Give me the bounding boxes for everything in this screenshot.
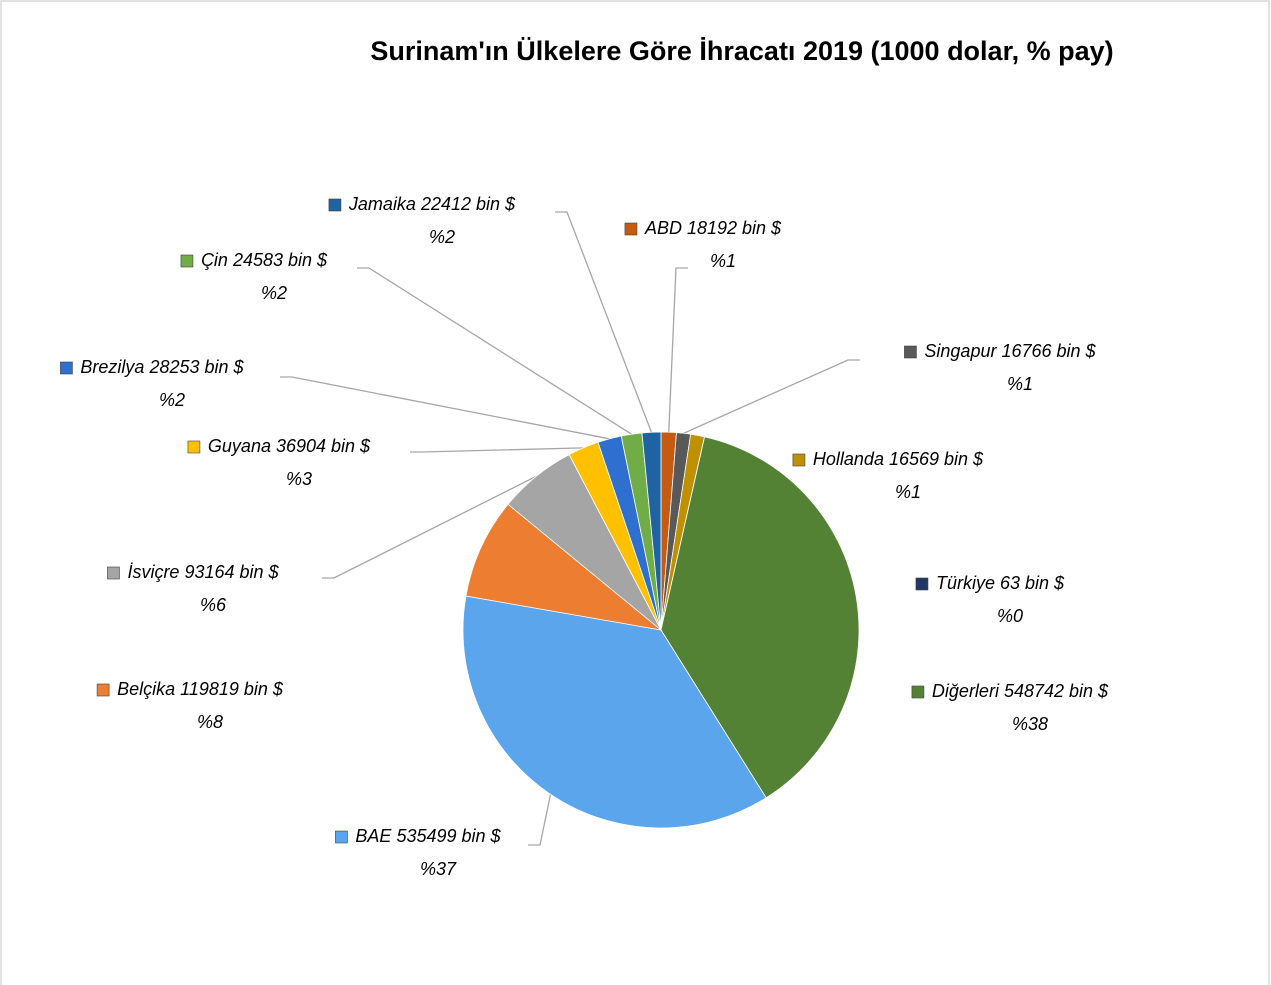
value-label: 18192 bin $ <box>687 218 782 238</box>
leader-line <box>668 267 688 433</box>
value-label: 548742 bin $ <box>1004 681 1109 701</box>
value-label: 93164 bin $ <box>184 562 279 582</box>
value-label: 16569 bin $ <box>889 449 984 469</box>
data-label: Belçika 119819 bin $ <box>117 679 284 699</box>
legend-swatch <box>915 577 929 591</box>
percent-label: %37 <box>420 859 457 879</box>
data-label: Hollanda 16569 bin $ <box>813 449 984 469</box>
percent-label: %1 <box>895 482 921 502</box>
leaders <box>280 211 860 846</box>
data-label: BAE 535499 bin $ <box>355 826 501 846</box>
pie-slice <box>660 436 860 799</box>
leader-line <box>555 211 653 433</box>
value-label: 63 bin $ <box>1000 573 1065 593</box>
legend-swatch <box>180 254 194 268</box>
data-label: Türkiye 63 bin $ <box>936 573 1065 593</box>
legend-swatch <box>328 198 342 212</box>
category-name: Singapur <box>924 341 997 361</box>
legend-swatch <box>107 566 120 580</box>
category-name: Hollanda <box>813 449 884 469</box>
category-name: Brezilya <box>80 357 144 377</box>
leader-line <box>410 447 584 453</box>
percent-label: %38 <box>1012 714 1048 734</box>
data-label: Çin 24583 bin $ <box>201 250 328 270</box>
legend-swatch <box>96 683 110 697</box>
value-label: 36904 bin $ <box>276 436 371 456</box>
leader-line <box>280 376 610 440</box>
legend-swatch <box>60 361 73 375</box>
category-name: Belçika <box>117 679 175 699</box>
value-label: 24583 bin $ <box>232 250 328 270</box>
percent-label: %6 <box>200 595 227 615</box>
percent-label: %1 <box>710 251 736 271</box>
leader-line <box>357 267 632 435</box>
legend-swatch <box>187 440 201 454</box>
pie-slice <box>462 595 767 829</box>
legend-swatch <box>904 345 917 359</box>
data-label: Guyana 36904 bin $ <box>208 436 371 456</box>
pie-slice <box>641 431 662 631</box>
pie-slice <box>465 503 663 631</box>
legend-swatch <box>792 453 806 467</box>
percent-label: %1 <box>1007 374 1033 394</box>
legend-swatch <box>911 685 925 699</box>
category-name: İsviçre <box>127 562 179 582</box>
percent-label: %2 <box>159 390 185 410</box>
value-label: 22412 bin $ <box>420 194 516 214</box>
leader-line <box>683 359 860 434</box>
category-name: Jamaika <box>348 194 416 214</box>
data-label: Jamaika 22412 bin $ <box>348 194 516 214</box>
category-name: ABD <box>644 218 682 238</box>
data-label: Singapur 16766 bin $ <box>924 341 1096 361</box>
leader-line <box>528 794 552 846</box>
value-label: 119819 bin $ <box>180 679 284 699</box>
legend-swatch <box>624 222 638 236</box>
value-label: 535499 bin $ <box>396 826 501 846</box>
legend-swatch <box>335 830 348 844</box>
category-name: Çin <box>201 250 228 270</box>
data-label: İsviçre 93164 bin $ <box>127 562 279 582</box>
percent-label: %0 <box>997 606 1023 626</box>
percent-label: %2 <box>261 283 287 303</box>
category-name: Diğerleri <box>932 681 1000 701</box>
chart-title: Surinam'ın Ülkelere Göre İhracatı 2019 (… <box>370 36 1113 66</box>
data-label: Diğerleri 548742 bin $ <box>932 681 1109 701</box>
data-label: ABD 18192 bin $ <box>644 218 782 238</box>
leader-line <box>322 475 537 579</box>
percent-label: %2 <box>429 227 455 247</box>
value-label: 16766 bin $ <box>1001 341 1096 361</box>
percent-label: %3 <box>286 469 312 489</box>
category-name: BAE <box>355 826 392 846</box>
data-label: Brezilya 28253 bin $ <box>80 357 244 377</box>
percent-label: %8 <box>197 712 223 732</box>
category-name: Guyana <box>208 436 271 456</box>
value-label: 28253 bin $ <box>148 357 244 377</box>
category-name: Türkiye <box>936 573 995 593</box>
